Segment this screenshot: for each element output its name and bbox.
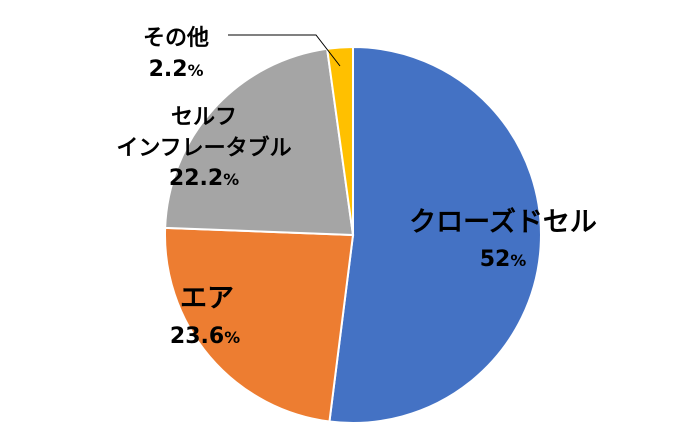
slice-label-closed-cell: クローズドセル — [409, 206, 597, 238]
pie-slice-2 — [164, 47, 355, 237]
slice-label-other: その他 — [143, 26, 209, 51]
slice-label-self-inflatable-line1: セルフ — [171, 105, 237, 130]
slice-value-self-inflatable: 22.2% — [169, 166, 239, 191]
slice-value-air: 23.6% — [170, 324, 240, 349]
pie-slice-1 — [164, 226, 355, 423]
slice-value-other: 2.2% — [149, 57, 204, 82]
leader-line-other — [228, 34, 341, 67]
pie-slice-0 — [328, 45, 542, 424]
pie-slices — [164, 45, 542, 424]
slice-label-air: エア — [180, 283, 234, 314]
slice-value-closed-cell: 52% — [480, 247, 527, 272]
slice-label-self-inflatable-line2: インフレータブル — [116, 135, 291, 161]
